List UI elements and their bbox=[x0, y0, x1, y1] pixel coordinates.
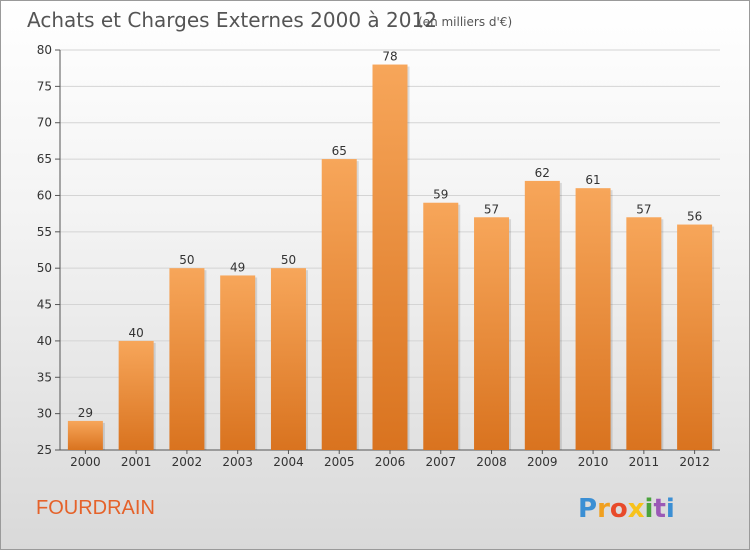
x-tick-label-2004: 2004 bbox=[273, 455, 304, 469]
y-tick-label: 25 bbox=[37, 443, 52, 457]
logo-letter: r bbox=[597, 494, 610, 524]
value-labels: 29 40 50 49 50 65 78 59 57 62 61 57 56 bbox=[78, 50, 703, 420]
x-tick-label-2005: 2005 bbox=[324, 455, 355, 469]
bar-2008 bbox=[474, 217, 510, 450]
bar-2000 bbox=[67, 420, 103, 450]
value-label-2005: 65 bbox=[332, 144, 347, 158]
logo-letter: i bbox=[666, 494, 675, 524]
bars bbox=[67, 64, 715, 450]
logo-letter: i bbox=[645, 494, 654, 524]
logo-letter: P bbox=[578, 494, 597, 524]
x-tick-label-2003: 2003 bbox=[222, 455, 253, 469]
y-tick-label: 60 bbox=[37, 188, 52, 202]
value-label-2009: 62 bbox=[535, 166, 550, 180]
bar-2012 bbox=[677, 224, 713, 450]
x-tick-label-2002: 2002 bbox=[172, 455, 203, 469]
y-tick-label: 30 bbox=[37, 407, 52, 421]
value-label-2011: 57 bbox=[636, 202, 651, 216]
value-label-2002: 50 bbox=[179, 253, 194, 267]
bar-2006 bbox=[372, 64, 408, 450]
y-tick-label: 55 bbox=[37, 225, 52, 239]
logo-letter: x bbox=[628, 494, 645, 524]
bar-2003 bbox=[220, 275, 256, 450]
y-tick-label: 80 bbox=[37, 43, 52, 57]
bar-2001 bbox=[118, 340, 154, 450]
y-tick-label: 70 bbox=[37, 116, 52, 130]
y-tick-label: 65 bbox=[37, 152, 52, 166]
x-tick-label-2008: 2008 bbox=[476, 455, 507, 469]
value-label-2007: 59 bbox=[433, 188, 448, 202]
bar-2007 bbox=[423, 202, 459, 450]
value-label-2008: 57 bbox=[484, 202, 499, 216]
value-label-2012: 56 bbox=[687, 210, 702, 224]
value-label-2003: 49 bbox=[230, 260, 245, 274]
logo-letter: t bbox=[653, 494, 665, 524]
y-tick-label: 50 bbox=[37, 261, 52, 275]
bar-2002 bbox=[169, 268, 205, 450]
bar-2005 bbox=[321, 159, 357, 450]
value-label-2006: 78 bbox=[382, 50, 397, 64]
x-tick-label-2001: 2001 bbox=[121, 455, 152, 469]
value-label-2004: 50 bbox=[281, 253, 296, 267]
x-tick-label-2010: 2010 bbox=[578, 455, 609, 469]
value-label-2000: 29 bbox=[78, 406, 93, 420]
town-name: FOURDRAIN bbox=[36, 497, 155, 519]
x-tick-labels: 2000 2001 2002 2003 2004 2005 2006 2007 2008 2009… bbox=[70, 455, 710, 469]
bar-2010 bbox=[575, 188, 611, 450]
x-tick-label-2011: 2011 bbox=[629, 455, 660, 469]
bar-2004 bbox=[270, 268, 306, 450]
chart-subtitle: (en milliers d'€) bbox=[418, 15, 512, 29]
bar-2011 bbox=[626, 217, 662, 450]
x-tick-label-2007: 2007 bbox=[425, 455, 456, 469]
x-tick-label-2009: 2009 bbox=[527, 455, 558, 469]
y-tick-label: 45 bbox=[37, 298, 52, 312]
value-label-2010: 61 bbox=[585, 173, 600, 187]
y-tick-labels: 25 30 35 40 45 50 55 60 65 70 75 80 bbox=[37, 43, 52, 457]
proxiti-logo[interactable]: Proxiti bbox=[578, 494, 675, 524]
bar-2009 bbox=[524, 180, 560, 450]
x-tick-label-2006: 2006 bbox=[375, 455, 406, 469]
logo-letter: o bbox=[610, 494, 628, 524]
y-tick-label: 35 bbox=[37, 370, 52, 384]
value-label-2001: 40 bbox=[129, 326, 144, 340]
x-tick-label-2012: 2012 bbox=[679, 455, 710, 469]
y-tick-label: 75 bbox=[37, 79, 52, 93]
y-tick-label: 40 bbox=[37, 334, 52, 348]
chart-title: Achats et Charges Externes 2000 à 2012 bbox=[27, 8, 437, 32]
x-tick-label-2000: 2000 bbox=[70, 455, 101, 469]
